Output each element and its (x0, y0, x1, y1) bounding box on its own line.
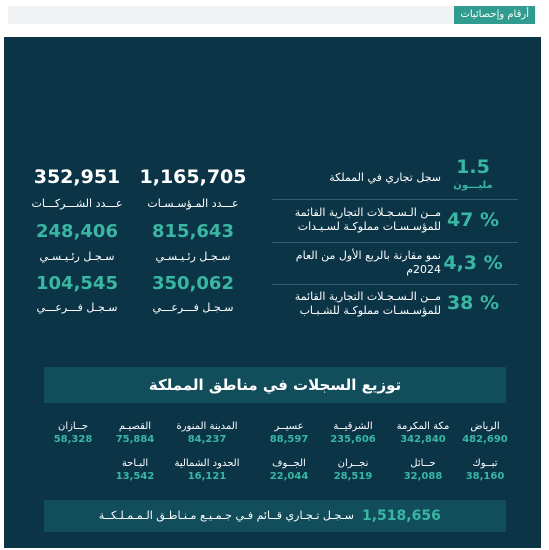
region-value: 75,884 (115, 434, 155, 445)
establishments-total: 1,165,705 (139, 166, 247, 188)
divider (272, 199, 518, 200)
establishments-main-label: سـجـل رئـيـسـي (155, 250, 231, 263)
region-name: تبــوك (472, 458, 498, 469)
region-item: البـاحة 13,542 (102, 457, 168, 483)
companies-branch: 104,545 (36, 273, 118, 294)
region-item: الشرقيــة 235,606 (320, 420, 386, 446)
region-value: 88,597 (269, 434, 309, 445)
stat-value-youth: 38 % (446, 292, 500, 314)
region-name: الجــوف (272, 458, 306, 469)
total-label: سـجـل تـجـاري قــائم فـي جـمـيـع مـنـاطـ… (98, 509, 354, 522)
region-item: الحدود الشمالية 16,121 (166, 457, 248, 483)
region-item: المدينة المنورة 84,237 (170, 420, 244, 446)
stat-text-youth-1: مــن الـسـجـلات التجارية القائمة (294, 290, 441, 303)
regions-title-bar: توزيع السجلات في مناطق المملكة (44, 367, 506, 403)
establishments-label: عـــدد المـؤسـسـات (147, 197, 239, 210)
region-item: عسيــر 88,597 (256, 420, 322, 446)
region-name: عسيــر (274, 421, 304, 432)
stat-value-records: 1.5 (456, 156, 490, 178)
stat-text-growth-2: 2024م (406, 263, 441, 276)
section-tag[interactable]: أرقام وإحصائيات (454, 6, 535, 24)
establishments-branch-label: سـجـل فـــرعـــي (152, 301, 234, 314)
region-name: المدينة المنورة (176, 421, 238, 432)
region-item: نجــران 28,519 (320, 457, 386, 483)
region-name: جــازان (57, 421, 89, 432)
divider (272, 242, 518, 243)
region-value: 482,690 (462, 434, 508, 445)
region-value: 342,840 (400, 434, 446, 445)
stat-text-women-1: مــن الـسـجـلات التجارية القائمة (294, 206, 441, 219)
region-value: 32,088 (403, 471, 443, 482)
stat-value-growth: 4,3 % (443, 252, 503, 274)
total-bar: 1,518,656 سـجـل تـجـاري قــائم فـي جـمـي… (44, 500, 506, 532)
stat-text-growth-1: نمو مقارنة بالربع الأول من العام (295, 249, 441, 262)
companies-main: 248,406 (36, 221, 118, 242)
companies-branch-label: سـجـل فـــرعـــي (36, 301, 118, 314)
region-value: 58,328 (53, 434, 93, 445)
region-item: القصيـم 75,884 (102, 420, 168, 446)
region-name: نجــران (337, 458, 369, 469)
total-value: 1,518,656 (362, 508, 441, 524)
region-name: الشرقيــة (333, 421, 373, 432)
region-name: مكة المكرمة (396, 421, 450, 432)
region-value: 28,519 (333, 471, 373, 482)
region-name: القصيـم (118, 421, 152, 432)
stats-panel (4, 37, 541, 548)
region-item: تبــوك 38,160 (452, 457, 518, 483)
stat-value-women: 47 % (446, 209, 500, 231)
region-name: الرياض (470, 421, 500, 432)
region-value: 84,237 (187, 434, 227, 445)
region-item: الجــوف 22,044 (256, 457, 322, 483)
region-item: الرياض 482,690 (452, 420, 518, 446)
region-name: البـاحة (121, 458, 149, 469)
stat-text-youth-2: للمؤسـسـات مملوكـة للشـبـاب (299, 304, 441, 317)
top-strip (8, 6, 536, 24)
region-value: 38,160 (465, 471, 505, 482)
region-value: 16,121 (187, 471, 227, 482)
establishments-branch: 350,062 (152, 273, 234, 294)
companies-total: 352,951 (33, 166, 121, 188)
stat-text-records: سجل تجاري في المملكة (329, 171, 441, 184)
region-item: جــازان 58,328 (40, 420, 106, 446)
companies-label: عـــدد الشـــركـــات (31, 197, 123, 210)
companies-main-label: سـجـل رئـيـسـي (39, 250, 115, 263)
region-value: 22,044 (269, 471, 309, 482)
region-name: حــائل (410, 458, 436, 469)
region-value: 13,542 (115, 471, 155, 482)
regions-title: توزيع السجلات في مناطق المملكة (148, 376, 402, 394)
stat-text-women-2: للمؤسـسـات مملوكـة لسـيـدات (297, 220, 441, 233)
region-item: مكة المكرمة 342,840 (390, 420, 456, 446)
divider (272, 284, 518, 285)
establishments-main: 815,643 (152, 221, 234, 242)
stat-sub-million: مليـــون (453, 180, 493, 191)
region-name: الحدود الشمالية (174, 458, 240, 469)
region-value: 235,606 (330, 434, 376, 445)
region-item: حــائل 32,088 (390, 457, 456, 483)
